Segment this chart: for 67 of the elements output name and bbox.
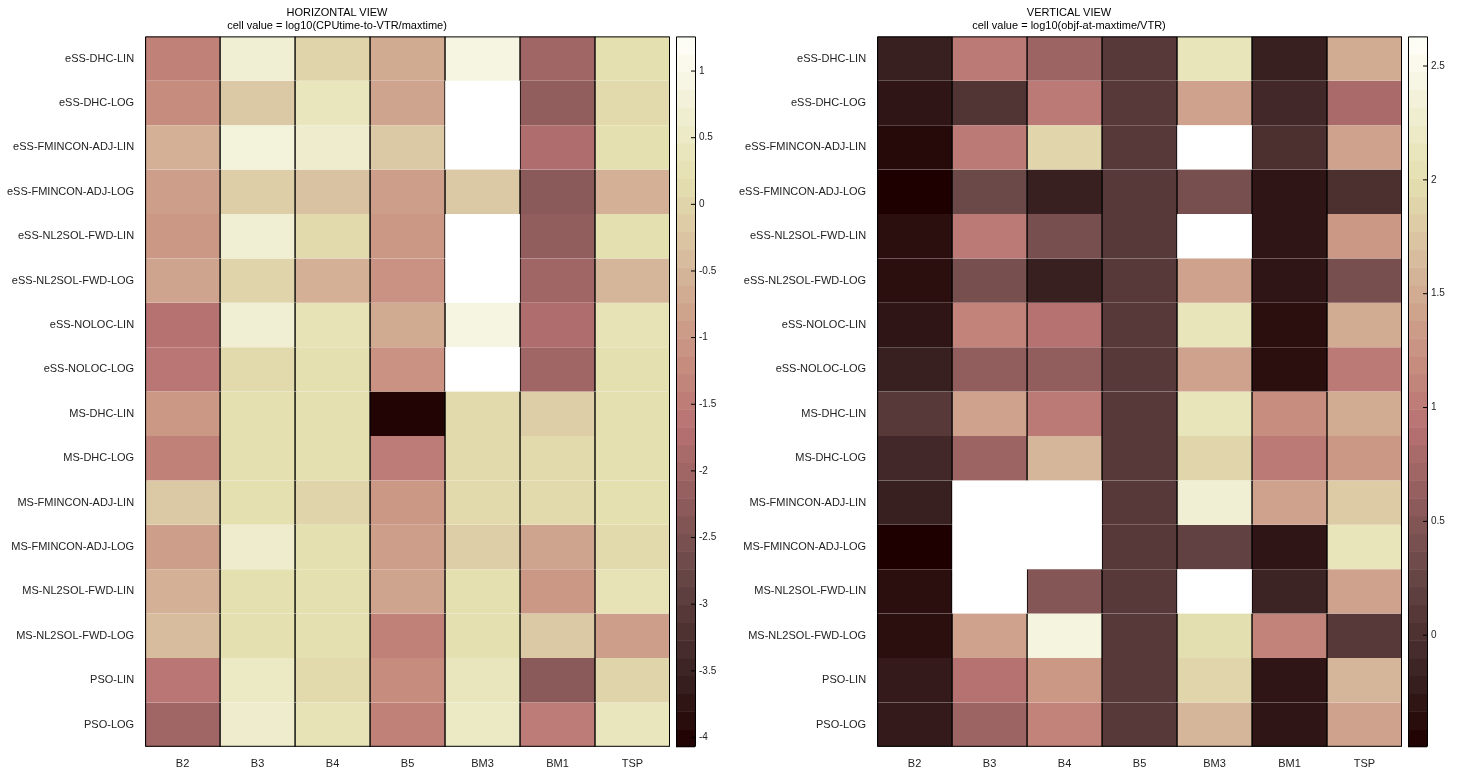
y-tick-label: eSS-DHC-LOG — [58, 96, 135, 109]
x-tick-label: B4 — [325, 757, 340, 770]
x-tick-label: BM1 — [546, 757, 569, 770]
color-bar-label: 0 — [1431, 628, 1437, 640]
color-bar-label: -3.5 — [699, 664, 717, 676]
y-tick-label: eSS-FMINCON-ADJ-LIN — [745, 140, 867, 153]
color-bar-label: 1.5 — [1431, 287, 1446, 299]
y-tick-label: eSS-FMINCON-ADJ-LIN — [13, 140, 135, 153]
y-tick-label: eSS-DHC-LIN — [65, 51, 135, 64]
color-bar-label: 0 — [699, 198, 705, 210]
y-tick-label: PSO-LOG — [815, 717, 867, 730]
y-tick-label: eSS-DHC-LOG — [790, 96, 867, 109]
color-bar-label: 0.5 — [1431, 515, 1446, 527]
color-bar-label: 2 — [1431, 173, 1437, 185]
x-tick-label: TSP — [1353, 757, 1376, 770]
y-tick-label: eSS-NL2SOL-FWD-LOG — [743, 273, 867, 286]
chart-title: VERTICAL VIEW — [1026, 5, 1112, 18]
color-bar-label: 2.5 — [1431, 59, 1446, 71]
y-tick-label: PSO-LOG — [83, 717, 135, 730]
y-tick-label: MS-DHC-LIN — [69, 406, 135, 419]
y-tick-label: eSS-NOLOC-LIN — [49, 318, 135, 331]
x-tick-label: B5 — [400, 757, 415, 770]
x-tick-label: BM3 — [1203, 757, 1226, 770]
x-tick-label: B2 — [175, 757, 190, 770]
y-tick-label: PSO-LIN — [822, 673, 867, 686]
y-tick-label: eSS-NOLOC-LOG — [43, 362, 135, 375]
y-tick-label: eSS-NL2SOL-FWD-LOG — [11, 273, 135, 286]
chart-subtitle: cell value = log10(CPUtime-to-VTR/maxtime) — [227, 18, 447, 31]
x-tick-label: TSP — [621, 757, 644, 770]
color-bar-label: -1.5 — [699, 398, 717, 410]
y-tick-label: MS-FMINCON-ADJ-LIN — [17, 495, 135, 508]
color-bar-label: -2 — [699, 464, 709, 476]
x-tick-label: BM1 — [1278, 757, 1301, 770]
y-tick-label: MS-FMINCON-ADJ-LOG — [743, 540, 867, 553]
y-tick-label: MS-NL2SOL-FWD-LIN — [754, 584, 867, 597]
y-tick-label: eSS-DHC-LIN — [797, 51, 867, 64]
y-tick-label: MS-DHC-LIN — [801, 406, 867, 419]
y-tick-label: MS-NL2SOL-FWD-LOG — [16, 628, 135, 641]
x-tick-label: B3 — [982, 757, 997, 770]
x-tick-label: B2 — [907, 757, 922, 770]
y-tick-label: eSS-FMINCON-ADJ-LOG — [6, 184, 135, 197]
color-bar-label: -0.5 — [699, 264, 717, 276]
y-tick-label: MS-DHC-LOG — [63, 451, 135, 464]
y-tick-label: MS-FMINCON-ADJ-LOG — [11, 540, 135, 553]
x-tick-label: B4 — [1057, 757, 1072, 770]
chart-title: HORIZONTAL VIEW — [286, 5, 389, 18]
color-bar-label: 0.5 — [699, 131, 714, 143]
color-bar-label: -3 — [699, 597, 709, 609]
x-tick-label: B3 — [250, 757, 265, 770]
y-tick-label: PSO-LIN — [90, 673, 135, 686]
color-bar-label: -1 — [699, 331, 709, 343]
y-tick-label: MS-NL2SOL-FWD-LIN — [22, 584, 135, 597]
y-tick-label: eSS-FMINCON-ADJ-LOG — [738, 184, 867, 197]
color-bar-label: 1 — [1431, 401, 1437, 413]
y-tick-label: eSS-NOLOC-LIN — [781, 318, 867, 331]
x-tick-label: BM3 — [471, 757, 494, 770]
chart-subtitle: cell value = log10(objf-at-maxtime/VTR) — [972, 18, 1166, 31]
x-tick-label: B5 — [1132, 757, 1147, 770]
y-tick-label: eSS-NL2SOL-FWD-LIN — [749, 229, 867, 242]
color-bar-label: 1 — [699, 64, 705, 76]
y-tick-label: eSS-NL2SOL-FWD-LIN — [17, 229, 135, 242]
color-bar-label: -4 — [699, 731, 709, 743]
color-bar-label: -2.5 — [699, 531, 717, 543]
y-tick-label: MS-FMINCON-ADJ-LIN — [749, 495, 867, 508]
y-tick-label: MS-DHC-LOG — [795, 451, 867, 464]
y-tick-label: eSS-NOLOC-LOG — [775, 362, 867, 375]
y-tick-label: MS-NL2SOL-FWD-LOG — [748, 628, 867, 641]
